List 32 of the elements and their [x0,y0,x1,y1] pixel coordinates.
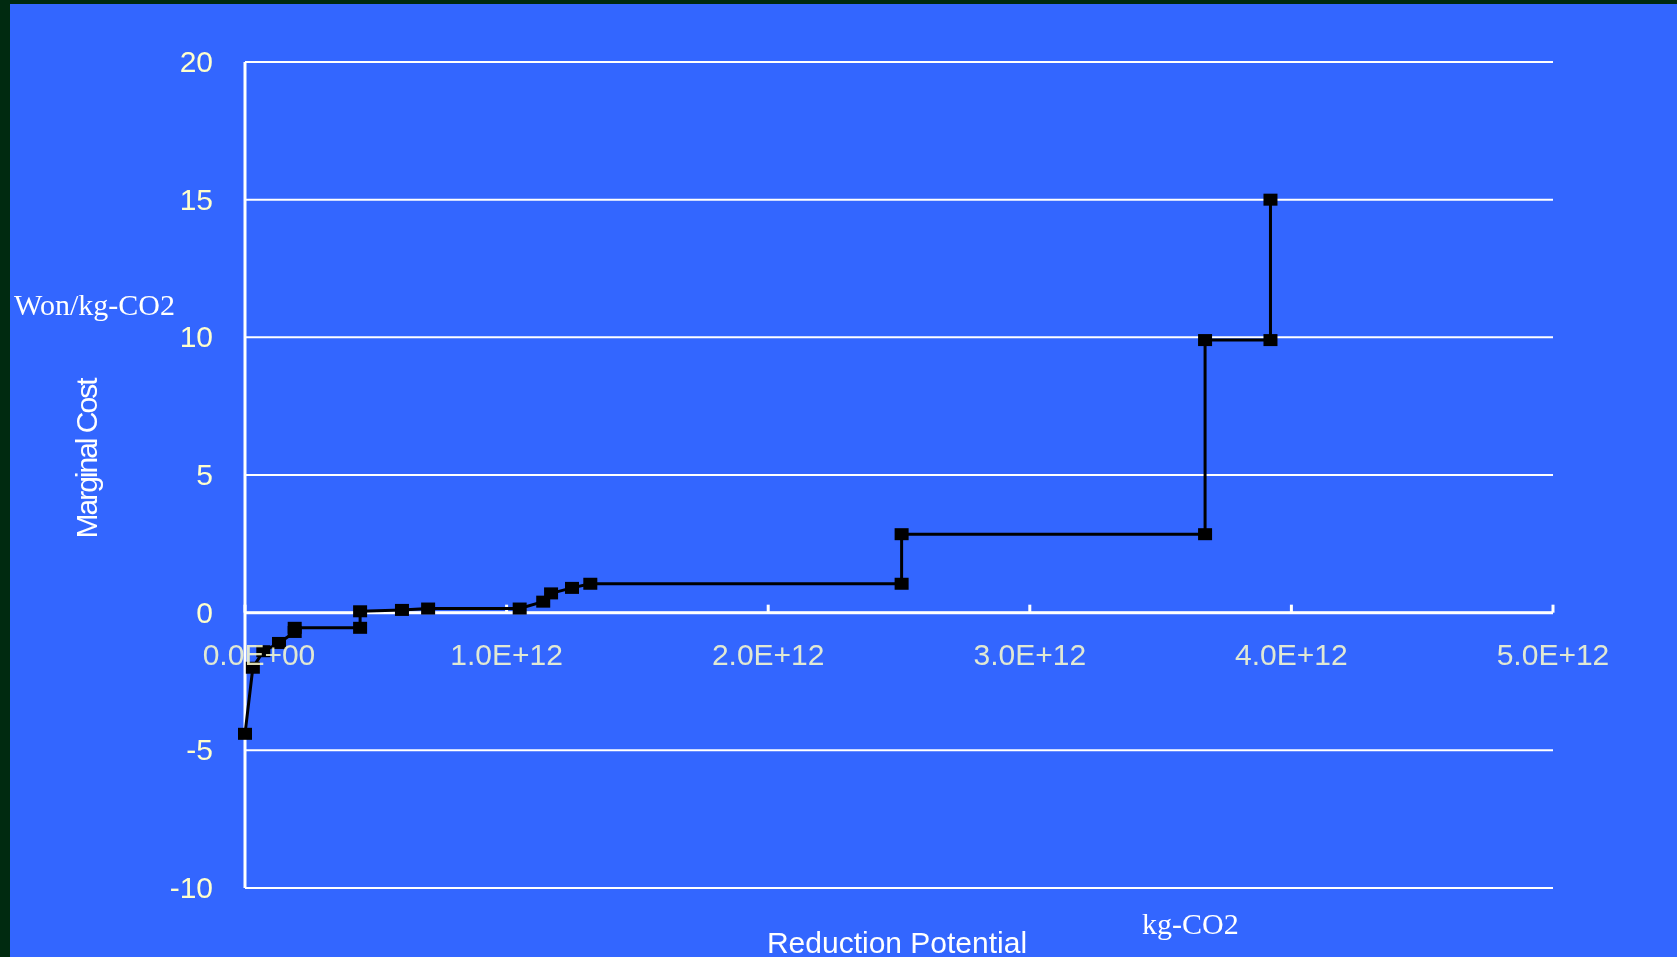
point [353,605,368,618]
point [1198,334,1213,347]
point [421,602,436,615]
y-tick-label: -5 [186,733,213,767]
point [1263,193,1278,206]
y-tick-label: -10 [169,871,213,904]
x-tick-label: 3.0E+12 [973,637,1087,671]
point [544,587,559,600]
y-tick-label: 0 [196,595,213,629]
point [394,603,409,616]
x-tick-label: 1.0E+12 [450,637,563,671]
text: Won/kg-CO2 [14,288,175,321]
point [1198,528,1213,541]
point [287,621,302,634]
point [583,577,598,590]
y-tick-label: 15 [179,182,213,216]
x-tick-label: 5.0E+12 [1496,637,1610,671]
y-tick-label: 5 [196,458,213,491]
y-axis-title: Marginal Cost [70,376,103,539]
point [1263,334,1278,347]
point [238,727,252,740]
y-tick-label: 20 [179,45,213,78]
point [565,581,579,594]
point [894,528,909,541]
y-tick-label: 10 [179,320,213,354]
x-axis-title: Reduction Potential [766,926,1028,957]
point [353,621,368,634]
point [512,602,527,615]
x-tick-label: 4.0E+12 [1235,637,1348,671]
point [894,577,909,590]
x-tick-label: 2.0E+12 [711,637,825,671]
text: kg-CO2 [1142,907,1239,940]
